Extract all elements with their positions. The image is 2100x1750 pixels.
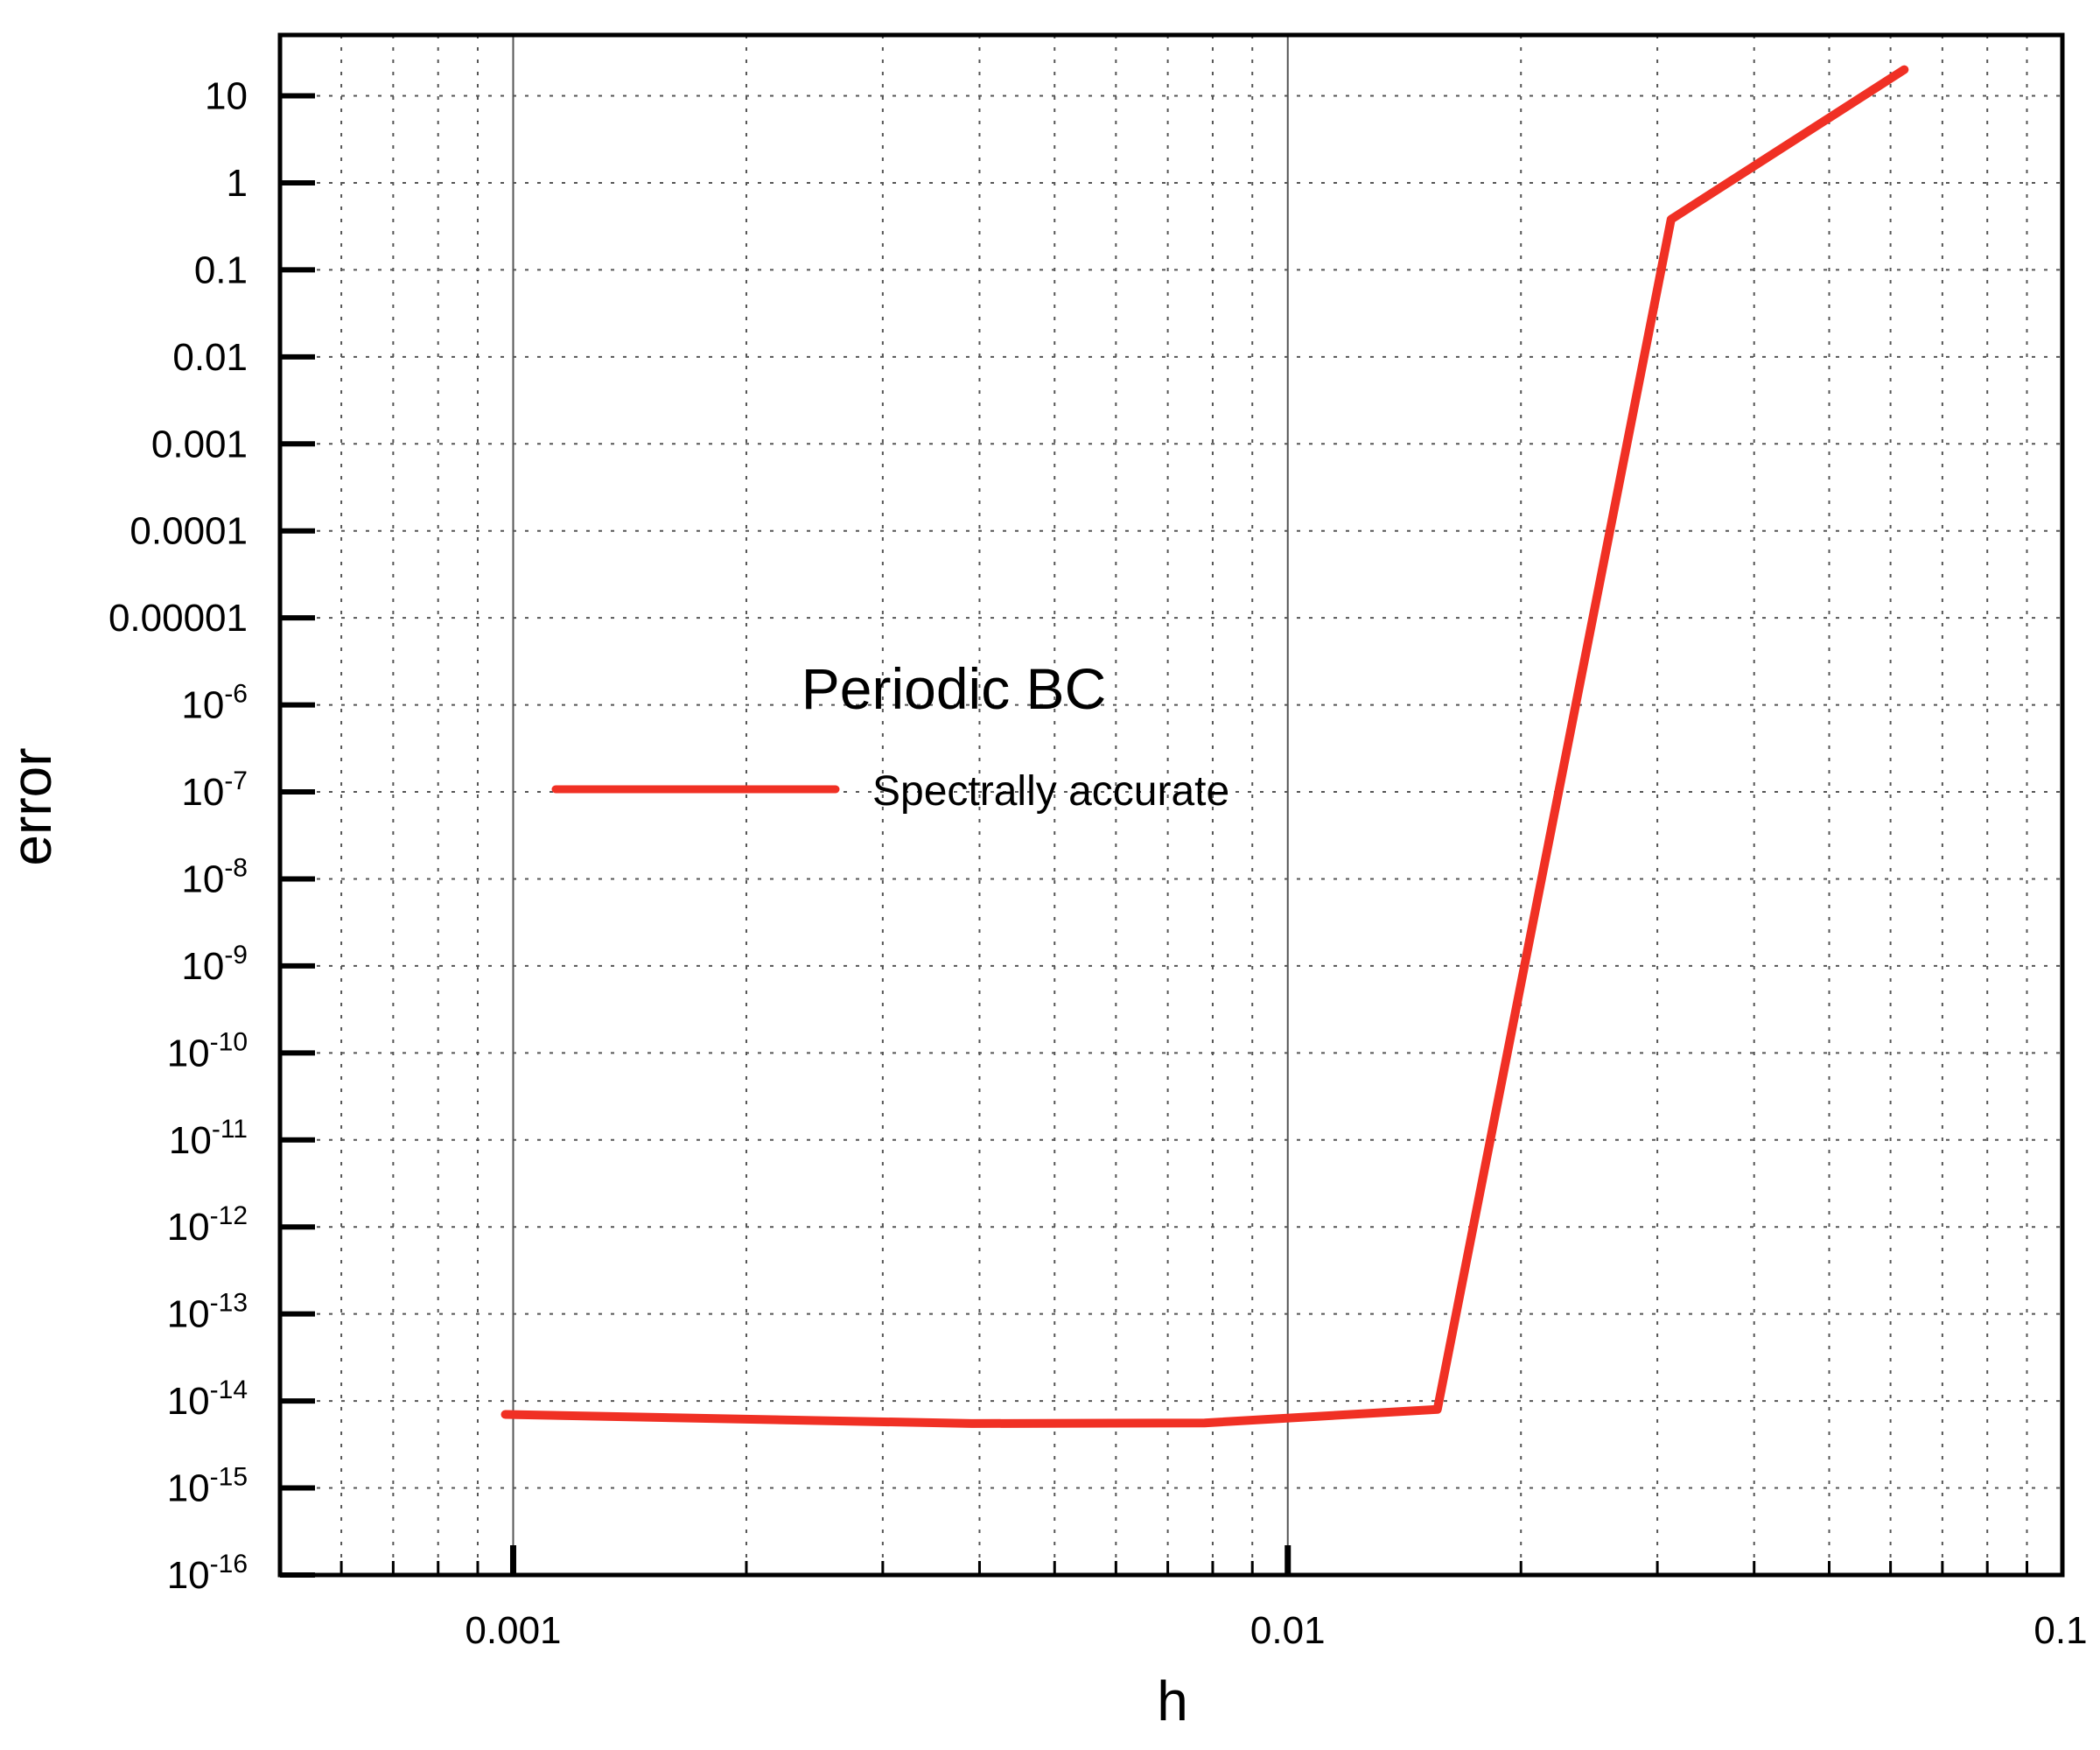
y-tick-label: 10-12 <box>167 1201 248 1249</box>
axes: 0.001 0.01 0.1 10 1 0.1 0.01 0.001 0.0001 0.00001… <box>108 75 2088 1652</box>
x-tick-label: 0.1 <box>2034 1609 2087 1652</box>
series-line-0 <box>500 65 1909 1428</box>
y-tick-label: 10-14 <box>167 1376 248 1423</box>
y-tick-label: 10-8 <box>181 853 248 900</box>
series-layer <box>500 65 1909 1428</box>
y-tick-label: 0.001 <box>151 423 248 466</box>
y-tick-label: 1 <box>227 162 248 205</box>
y-tick-label: 10 <box>205 75 248 118</box>
y-tick-label: 0.01 <box>172 336 248 379</box>
y-tick-label: 10-11 <box>169 1115 248 1162</box>
y-tick-label: 10-6 <box>181 680 248 727</box>
y-tick-label: 0.0001 <box>130 510 248 553</box>
y-tick-label: 10-16 <box>167 1550 248 1597</box>
y-tick-label: 10-9 <box>181 941 248 988</box>
x-tick-label: 0.001 <box>465 1609 561 1652</box>
y-tick-label: 0.00001 <box>108 597 248 640</box>
y-tick-label: 10-15 <box>167 1463 248 1510</box>
plot-frame <box>277 32 2065 1578</box>
y-tick-label: 10-10 <box>167 1027 248 1074</box>
legend-label: Spectrally accurate <box>872 768 1229 815</box>
x-axis-title: h <box>1157 1670 1188 1732</box>
y-tick-label: 10-7 <box>181 766 248 814</box>
x-tick-label: 0.01 <box>1250 1609 1326 1652</box>
y-tick-label: 10-13 <box>167 1289 248 1336</box>
y-tick-label: 0.1 <box>194 248 248 291</box>
major-x-reference-lines <box>512 35 1289 1575</box>
legend: Spectrally accurate <box>551 768 1229 815</box>
chart-title: Periodic BC <box>802 656 1106 721</box>
y-axis-title: error <box>0 747 63 865</box>
